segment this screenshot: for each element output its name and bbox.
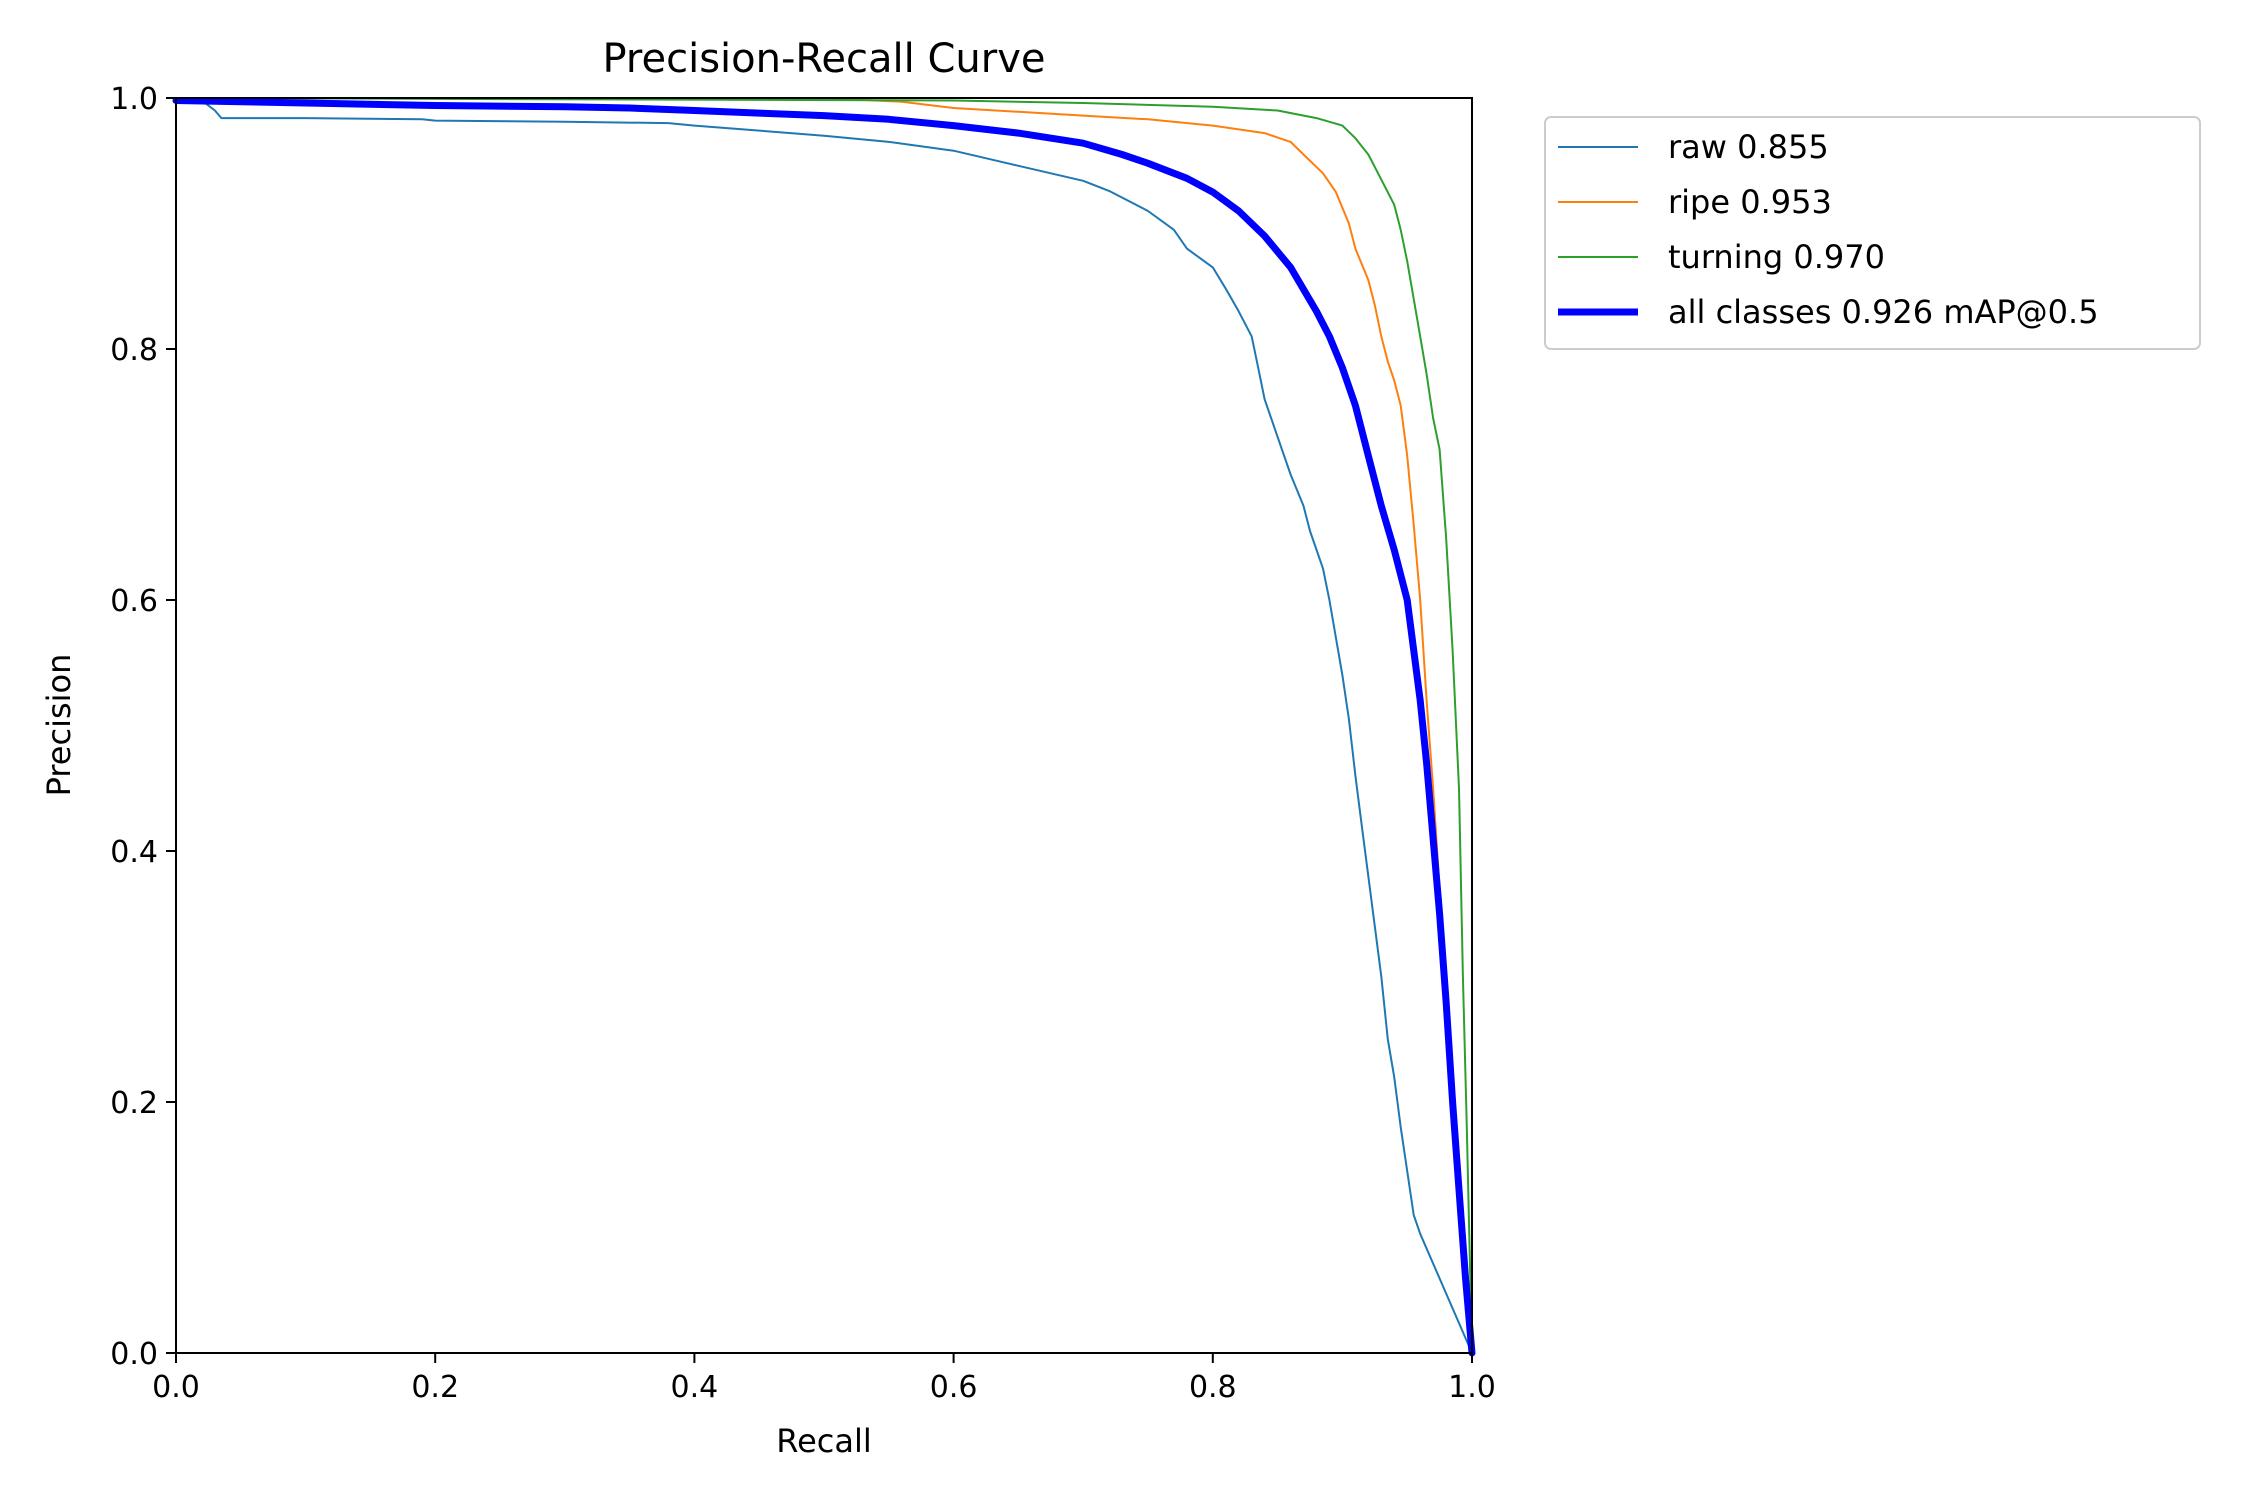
legend-box [1544,116,2201,350]
x-tick-label: 0.0 [152,1370,200,1405]
plot-frame [175,97,1473,1354]
series-line-2 [175,97,1473,1354]
x-axis: 0.0 0.2 0.4 0.6 0.8 1.0 [152,1353,1496,1405]
x-tick-label: 0.2 [411,1370,459,1405]
series-layer [172,97,1476,1357]
y-tick-label: 0.4 [110,835,158,870]
legend-label-2: turning 0.970 [1668,238,1885,276]
legend-label-0: raw 0.855 [1668,128,1829,166]
y-tick-label: 0.0 [110,1337,158,1372]
legend: raw 0.855 ripe 0.953 turning 0.970 all clas… [1544,116,2201,350]
x-axis-label: Recall [776,1422,871,1460]
y-axis-label: Precision [40,654,78,797]
y-axis: 0.0 0.2 0.4 0.6 0.8 1.0 [110,82,176,1372]
y-tick-label: 0.6 [110,584,158,619]
series-line-0 [175,97,1473,1354]
series-line-3 [172,97,1476,1357]
legend-label-1: ripe 0.953 [1668,183,1832,221]
y-tick-label: 0.2 [110,1086,158,1121]
x-tick-label: 1.0 [1448,1370,1496,1405]
y-tick-label: 0.8 [110,333,158,368]
x-tick-label: 0.6 [930,1370,978,1405]
x-tick-label: 0.4 [671,1370,719,1405]
y-tick-label: 1.0 [110,82,158,117]
chart-title: Precision-Recall Curve [603,36,1046,82]
x-tick-label: 0.8 [1189,1370,1237,1405]
legend-label-3: all classes 0.926 mAP@0.5 [1668,293,2099,331]
